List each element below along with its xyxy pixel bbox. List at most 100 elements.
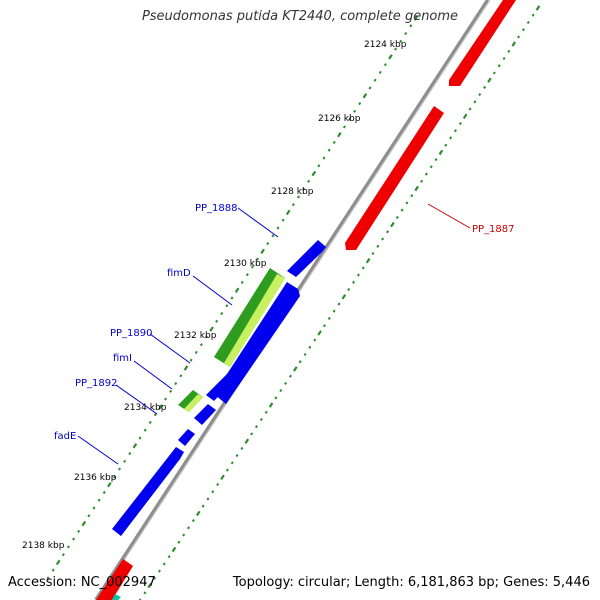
outer-tick-dot [199, 343, 203, 347]
inner-tick-dot [153, 576, 157, 580]
inner-tick-dot [420, 179, 424, 183]
inner-tick-dot [473, 100, 477, 104]
outer-tick-dot [378, 70, 382, 75]
inner-tick-dot [386, 230, 390, 234]
inner-tick-dot [449, 136, 453, 140]
outer-tick-dot [337, 132, 342, 138]
outer-tick-dot [234, 287, 240, 293]
outer-tick-dot [358, 101, 362, 106]
outer-tick-dots [46, 15, 419, 580]
gene-labels: PP_1887 PP_1888 fimD PP_1890 fimI PP_189… [54, 203, 515, 442]
gene-block-fimd-highlight [224, 274, 285, 367]
outer-tick-dot [215, 319, 219, 323]
outer-tick-dot [61, 553, 65, 557]
inner-tick-dot [157, 569, 161, 573]
gene-label-pp-1888[interactable]: PP_1888 [195, 203, 238, 214]
outer-tick-dot [281, 218, 285, 222]
outer-tick-dot [230, 296, 234, 300]
gene-label-pp-1887[interactable]: PP_1887 [472, 224, 515, 235]
outer-tick-dot [183, 365, 189, 371]
inner-tick-dot [511, 41, 517, 47]
inner-tick-dot [244, 438, 250, 444]
outer-tick-dot [276, 226, 280, 230]
outer-tick-dot [51, 568, 55, 572]
outer-tick-dot [285, 209, 291, 216]
gene-block-fade[interactable] [112, 447, 184, 536]
inner-tick-dot [444, 143, 448, 147]
outer-tick-dot [174, 381, 178, 386]
gene-block-mid-small-a[interactable] [206, 373, 236, 401]
inner-tick-dot [201, 504, 205, 508]
inner-tick-dot [356, 273, 360, 277]
inner-tick-dot [171, 546, 177, 553]
inner-tick-dot [327, 316, 331, 320]
leader-pp-1892 [115, 384, 158, 415]
outer-tick-dot [102, 490, 106, 495]
inner-tick-dot [143, 591, 147, 595]
outer-tick-dot [55, 559, 61, 566]
inner-tick-dot [317, 330, 322, 336]
inner-tick-dot [292, 366, 298, 372]
outer-tick-dot [112, 475, 116, 479]
inner-tick-dot [487, 77, 492, 83]
inner-tick-dot [400, 208, 404, 212]
inner-tick-dot [468, 107, 472, 111]
inner-tick-dot [206, 497, 210, 501]
gene-label-fimi[interactable]: fimI [113, 353, 132, 364]
outer-tick-dot [348, 117, 352, 121]
outer-tick-dot [256, 257, 260, 261]
tick-label: 2138 kbp [22, 541, 65, 551]
gene-label-leaders [77, 203, 471, 465]
inner-tick-dot [298, 360, 302, 364]
outer-tick-dot [189, 358, 193, 362]
outer-tick-dot [394, 47, 398, 51]
tick-label: 2132 kbp [174, 331, 217, 341]
outer-tick-dot [291, 203, 295, 207]
inner-tick-dot [211, 490, 215, 494]
gene-block-reverse-bottom[interactable] [96, 559, 133, 600]
outer-tick-dot [123, 459, 127, 463]
outer-tick-dot [302, 187, 306, 191]
outer-tick-dot [220, 311, 224, 316]
inner-tick-dot [162, 562, 166, 566]
outer-tick-dot [87, 514, 91, 518]
tick-label: 2130 kbp [224, 259, 267, 269]
gene-block-pp-1892[interactable] [194, 404, 216, 425]
outer-tick-dot [409, 24, 413, 28]
gene-block-reverse-bottom-2 [112, 594, 121, 600]
leader-pp-1888 [237, 207, 279, 238]
inner-tick-dot [177, 540, 181, 544]
gene-block-pp-1887[interactable] [345, 106, 444, 250]
gene-label-fade[interactable]: fadE [54, 431, 76, 442]
outer-tick-dot [153, 413, 157, 417]
inner-tick-dot [365, 257, 371, 264]
gene-block-pp-1890[interactable] [214, 282, 300, 404]
inner-tick-dot [535, 5, 541, 11]
outer-tick-dot [194, 350, 198, 355]
gene-label-pp-1892[interactable]: PP_1892 [75, 378, 118, 389]
leader-fade [77, 435, 119, 465]
gene-block-reverse-top[interactable] [449, 0, 516, 86]
gene-block-pp-1888[interactable] [287, 240, 326, 277]
inner-tick-dot [191, 519, 195, 523]
gene-label-pp-1890[interactable]: PP_1890 [110, 328, 153, 339]
inner-tick-dot [410, 194, 414, 198]
inner-tick-dot [268, 402, 274, 408]
inner-tick-dot [429, 165, 433, 169]
gene-block-small-b[interactable] [178, 429, 195, 446]
outer-tick-dot [296, 195, 300, 199]
outer-tick-dot [148, 420, 152, 425]
tick-label: 2124 kbp [364, 40, 407, 50]
inner-tick-dot [390, 221, 395, 228]
inner-tick-dot [352, 280, 356, 284]
outer-tick-dot [373, 78, 377, 82]
map-title: Pseudomonas putida KT2440, complete geno… [141, 9, 459, 24]
gene-label-fimd[interactable]: fimD [167, 268, 191, 279]
outer-tick-dot [107, 482, 112, 488]
outer-tick-dot [368, 86, 372, 90]
outer-tick-dot [413, 15, 419, 21]
inner-tick-dot [225, 468, 229, 472]
inner-tick-dot [264, 410, 268, 414]
inner-tick-dot [182, 533, 186, 537]
